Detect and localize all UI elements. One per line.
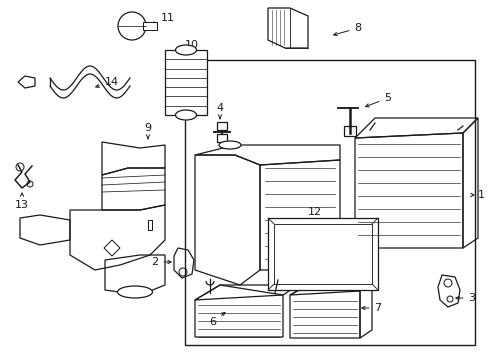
Bar <box>184 60 474 345</box>
Text: 12: 12 <box>306 207 322 222</box>
Text: 6: 6 <box>209 312 224 327</box>
Text: 4: 4 <box>216 103 223 119</box>
Text: 2: 2 <box>151 257 171 267</box>
Ellipse shape <box>117 286 152 298</box>
Bar <box>267 218 377 290</box>
Text: 1: 1 <box>477 190 484 200</box>
Bar <box>273 224 371 284</box>
Ellipse shape <box>219 141 241 149</box>
Text: 11: 11 <box>151 13 175 25</box>
Text: 3: 3 <box>455 293 474 303</box>
Bar <box>164 50 206 115</box>
Ellipse shape <box>175 110 196 120</box>
Text: 7: 7 <box>361 303 381 313</box>
Ellipse shape <box>175 45 196 55</box>
Text: 5: 5 <box>365 93 391 107</box>
Text: 9: 9 <box>144 123 151 139</box>
Text: 10: 10 <box>184 40 199 58</box>
Text: 8: 8 <box>333 23 361 36</box>
Bar <box>142 22 157 30</box>
Text: 13: 13 <box>15 193 29 210</box>
Bar <box>217 122 226 130</box>
Bar <box>217 134 226 142</box>
Text: 14: 14 <box>96 77 119 87</box>
